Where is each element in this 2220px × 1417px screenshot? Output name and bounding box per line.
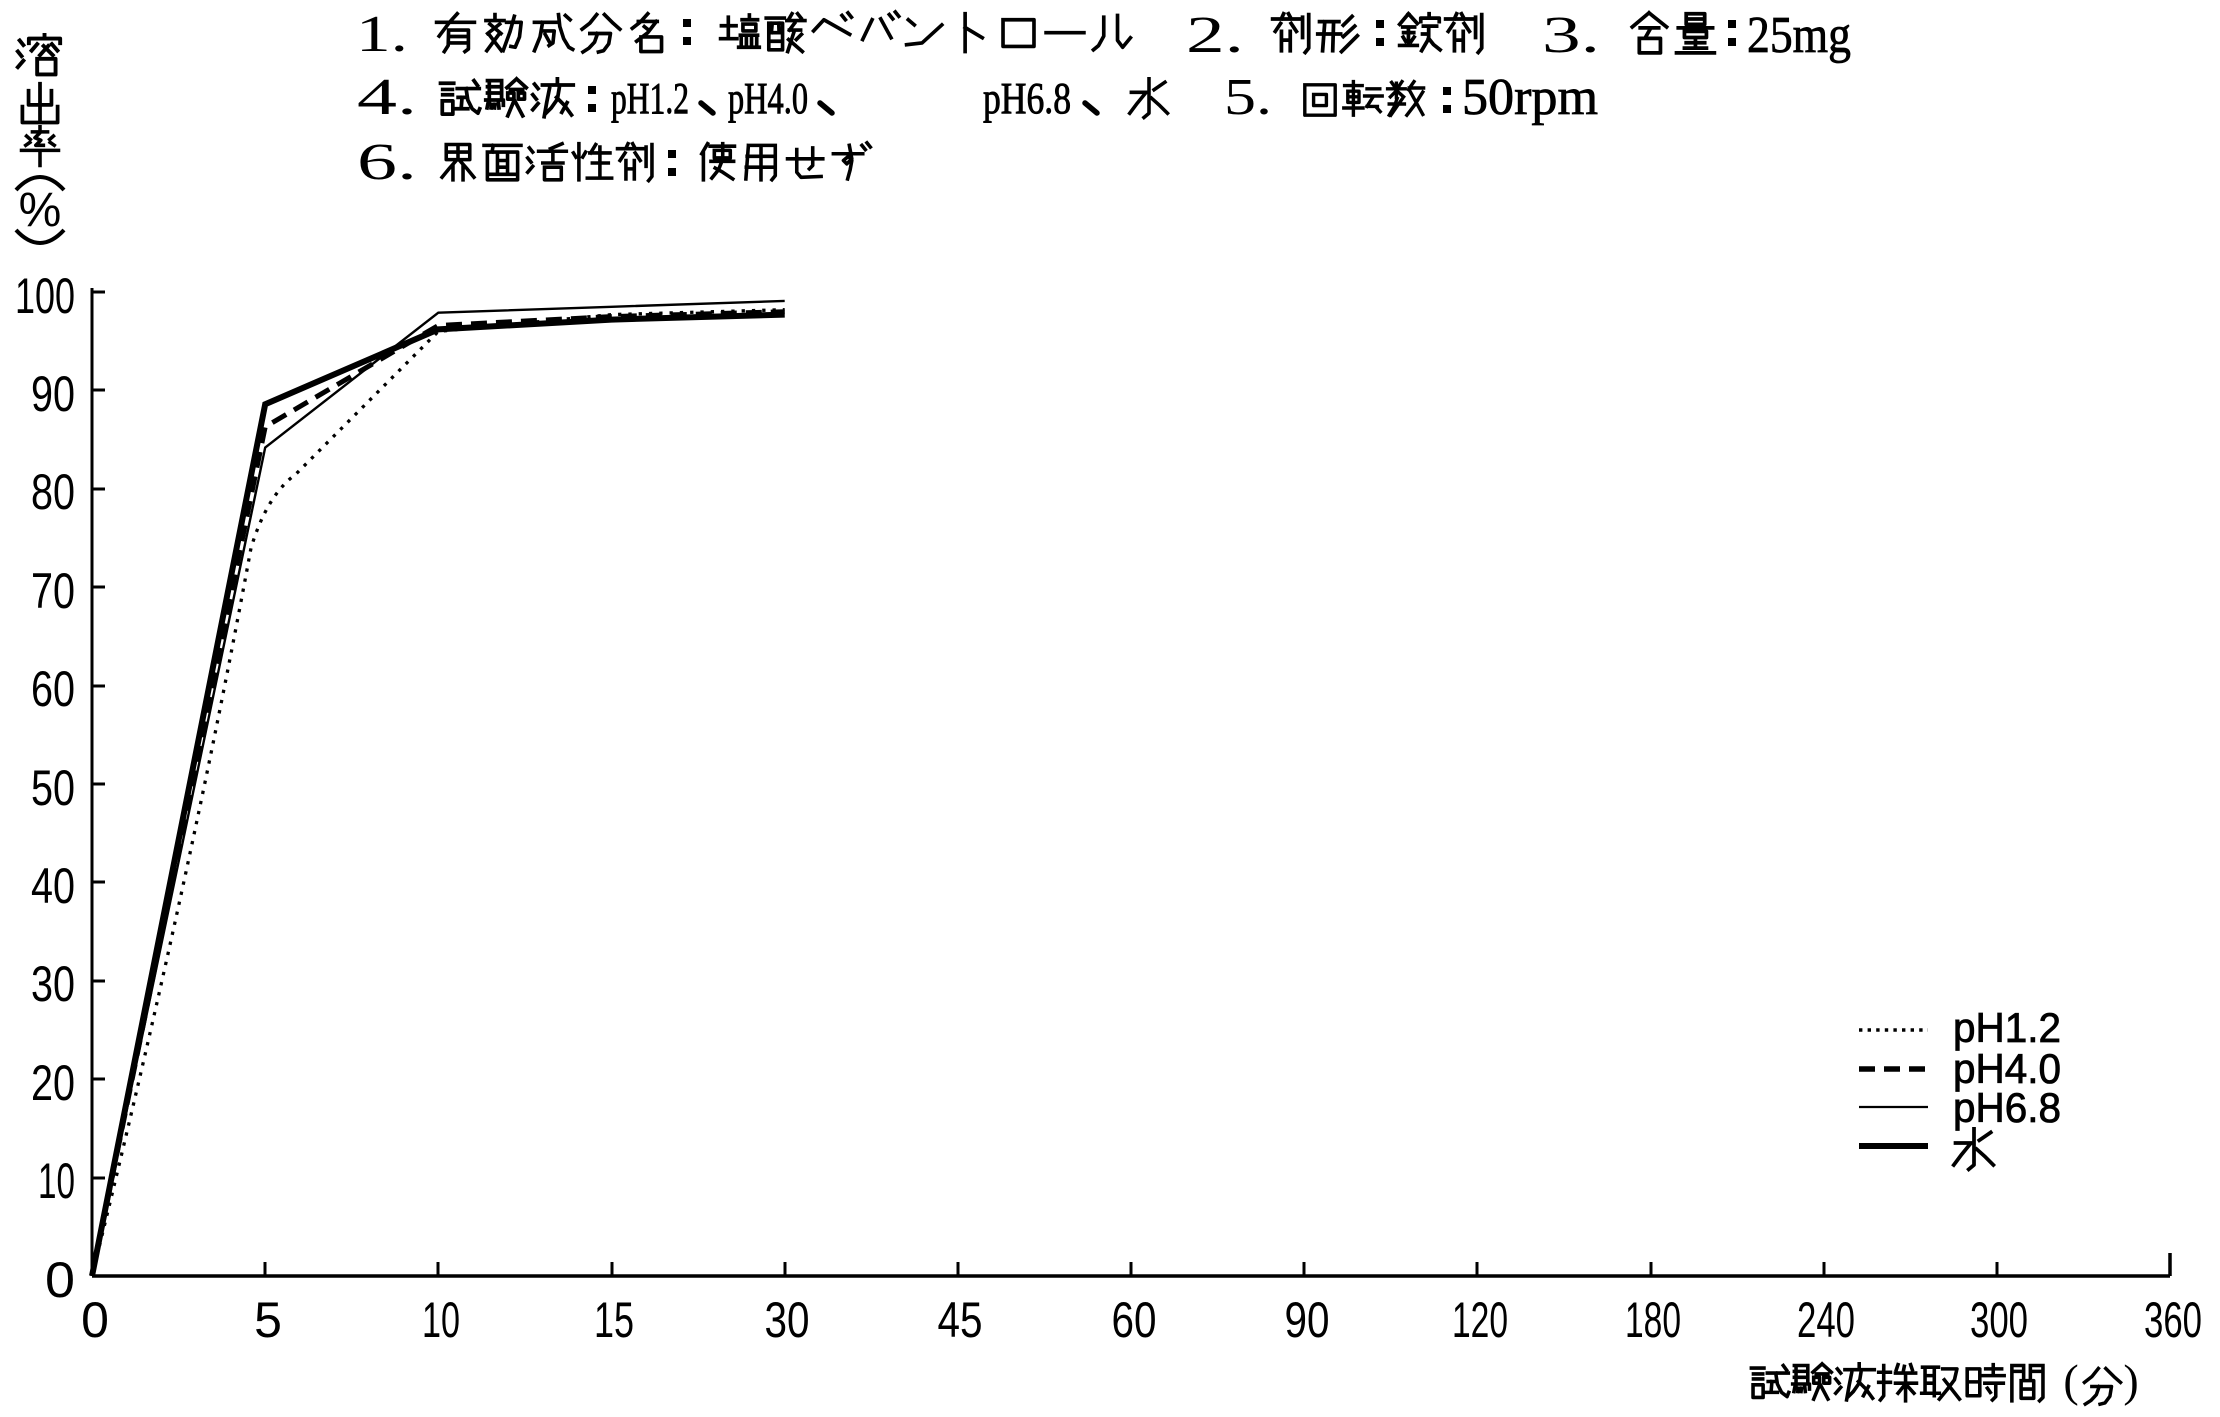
svg-text:50rpm: 50rpm [1462, 69, 1598, 126]
svg-text:30: 30 [31, 956, 75, 1012]
svg-text:0: 0 [81, 1292, 109, 1348]
svg-text:(: ( [2063, 1355, 2078, 1406]
svg-text:25mg: 25mg [1747, 7, 1851, 64]
svg-text:4.: 4. [357, 69, 417, 126]
svg-text:70: 70 [31, 563, 75, 619]
svg-text:pH4.0: pH4.0 [1953, 1045, 2061, 1092]
svg-text:240: 240 [1797, 1292, 1855, 1348]
svg-text:5.: 5. [1224, 69, 1272, 126]
svg-text:10: 10 [422, 1292, 460, 1348]
svg-text:pH1.2: pH1.2 [611, 74, 689, 123]
svg-text:90: 90 [31, 366, 75, 422]
svg-text:60: 60 [31, 661, 75, 717]
svg-text:1.: 1. [356, 6, 408, 63]
svg-text:50: 50 [31, 760, 75, 816]
svg-text:pH6.8: pH6.8 [1953, 1084, 2061, 1131]
svg-text:180: 180 [1625, 1292, 1681, 1348]
svg-text:2.: 2. [1186, 7, 1244, 64]
svg-text:40: 40 [31, 858, 75, 914]
svg-text:45: 45 [938, 1292, 983, 1348]
svg-text:pH4.0: pH4.0 [728, 74, 808, 123]
svg-text:%: % [19, 184, 62, 237]
svg-text:15: 15 [594, 1292, 634, 1348]
svg-text:10: 10 [38, 1153, 75, 1209]
svg-text:6.: 6. [357, 134, 417, 191]
svg-text:120: 120 [1452, 1292, 1508, 1348]
svg-text:3.: 3. [1542, 7, 1600, 64]
svg-text:0: 0 [45, 1252, 75, 1308]
svg-text:360: 360 [2144, 1292, 2202, 1348]
svg-text:5: 5 [254, 1292, 282, 1348]
svg-text:20: 20 [31, 1055, 75, 1111]
svg-text:30: 30 [765, 1292, 810, 1348]
svg-text:pH1.2: pH1.2 [1953, 1004, 2061, 1051]
svg-text:): ) [2123, 1355, 2138, 1406]
svg-text:pH6.8: pH6.8 [983, 74, 1071, 123]
svg-text:300: 300 [1970, 1292, 2028, 1348]
svg-text:60: 60 [1112, 1292, 1157, 1348]
svg-text:80: 80 [31, 464, 75, 520]
svg-text:100: 100 [15, 268, 75, 324]
svg-text:90: 90 [1285, 1292, 1330, 1348]
